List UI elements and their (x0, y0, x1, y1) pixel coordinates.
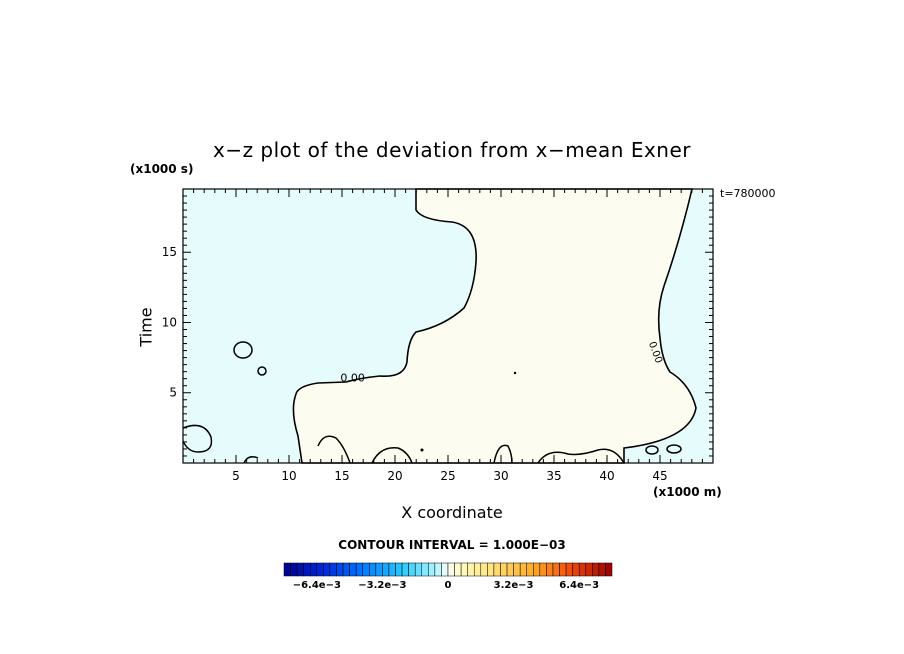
colorbar-cell (342, 562, 350, 577)
colorbar-cell (467, 562, 475, 577)
colorbar-cell (375, 562, 383, 577)
colorbar-cell (388, 562, 396, 577)
time-label: t=780000 (720, 187, 776, 200)
contour-line (317, 435, 351, 464)
colorbar-cell (290, 562, 298, 577)
colorbar-cell (323, 562, 331, 577)
colorbar-cell (526, 562, 534, 577)
positive-region (292, 188, 697, 464)
y-axis-unit: (x1000 s) (130, 162, 194, 176)
x-tick-label: 30 (493, 469, 508, 483)
colorbar-cell (441, 562, 449, 577)
colorbar-cell (565, 562, 573, 577)
x-tick-label: 15 (334, 469, 349, 483)
colorbar-cell (421, 562, 429, 577)
colorbar-cell (473, 562, 482, 577)
colorbar-cell (309, 562, 318, 577)
colorbar-cell (487, 562, 495, 577)
contour-line (371, 447, 413, 464)
colorbar-cell (500, 562, 508, 577)
colorbar-cell (395, 562, 403, 577)
colorbar-cell (578, 562, 587, 577)
x-tick-label: 45 (652, 469, 667, 483)
colorbar-cell (283, 562, 291, 577)
colorbar-cell (401, 562, 409, 577)
colorbar-cell (329, 562, 337, 577)
y-tick-label: 15 (162, 245, 177, 259)
x-tick-label: 5 (232, 469, 240, 483)
colorbar-tick-label: 0 (445, 580, 452, 591)
colorbar-cell (493, 562, 501, 577)
contour-line (182, 424, 213, 453)
colorbar-tick-label: −3.2e−3 (358, 580, 406, 591)
colorbar-cell (572, 562, 580, 577)
contour-label: 0.00 (340, 371, 365, 384)
colorbar-cell (592, 562, 600, 577)
x-tick-label: 25 (440, 469, 455, 483)
colorbar-cell (460, 562, 468, 577)
y-tick-label: 10 (162, 315, 177, 329)
colorbar-tick-label: 6.4e−3 (559, 580, 599, 591)
x-tick-label: 40 (599, 469, 614, 483)
colorbar-cell (552, 562, 560, 577)
contour-closed-loop (645, 445, 659, 455)
contour-line (493, 444, 513, 464)
x-tick-label: 35 (546, 469, 561, 483)
colorbar-cell (559, 562, 567, 577)
contour-closed-loop (233, 341, 253, 359)
colorbar-cell (506, 562, 514, 577)
contour-interval-text: CONTOUR INTERVAL = 1.000E−03 (338, 538, 566, 552)
colorbar-tick-label: 3.2e−3 (494, 580, 534, 591)
colorbar-cell (546, 562, 554, 577)
x-axis-unit: (x1000 m) (653, 485, 722, 499)
colorbar-cell (447, 562, 455, 577)
colorbar-cell (362, 562, 370, 577)
colorbar-cell (369, 562, 377, 577)
colorbar-cell (519, 562, 527, 577)
plot-area: 0.000.00 (182, 188, 713, 464)
colorbar-cell (349, 562, 357, 577)
colorbar-tick-label: −6.4e−3 (293, 580, 341, 591)
colorbar-cell (533, 562, 541, 577)
colorbar-cell (434, 562, 442, 577)
colorbar-cell (428, 562, 436, 577)
colorbar-cell (336, 562, 344, 577)
x-tick-label: 20 (387, 469, 402, 483)
colorbar-cell (414, 562, 423, 577)
colorbar-cell (539, 562, 547, 577)
colorbar-cell (480, 562, 488, 577)
colorbar-cell (513, 562, 521, 577)
colorbar-cell (316, 562, 324, 577)
contour-line (243, 456, 259, 464)
colorbar-cell (605, 562, 613, 577)
contour-closed-loop (257, 366, 267, 376)
chart-title: x−z plot of the deviation from x−mean Ex… (212, 138, 691, 162)
colorbar-cell (355, 562, 363, 577)
colorbar-cell (382, 562, 390, 577)
contour-dot (420, 448, 424, 452)
y-tick-label: 5 (169, 386, 177, 400)
colorbar-cell (598, 562, 606, 577)
contour-line (537, 448, 625, 464)
colorbar-cell (296, 562, 304, 577)
x-tick-label: 10 (281, 469, 296, 483)
colorbar-cell (303, 562, 311, 577)
colorbar-cell (454, 562, 462, 577)
colorbar-cell (408, 562, 416, 577)
colorbar-cell (585, 562, 593, 577)
x-axis-label: X coordinate (401, 503, 503, 522)
contour-closed-loop (666, 444, 682, 454)
contour-dot (513, 371, 517, 375)
